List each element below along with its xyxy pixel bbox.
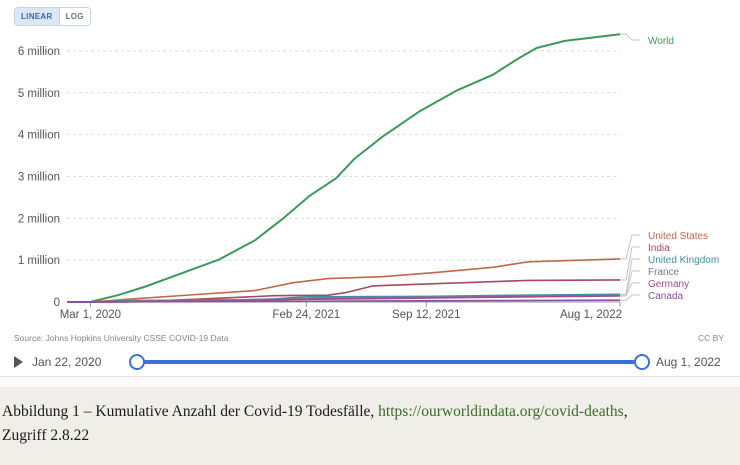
x-tick-label: Feb 24, 2021 <box>272 309 340 321</box>
legend-connector <box>620 33 640 41</box>
series-line-canada <box>66 299 621 303</box>
legend-label: World <box>648 36 674 47</box>
license-link[interactable]: CC BY <box>698 333 724 343</box>
caption-text: Abbildung 1 – Kumulative Anzahl der Covi… <box>2 403 379 420</box>
legend-connector <box>620 294 640 301</box>
legend-connector <box>620 234 640 260</box>
series-line-united-states <box>67 258 621 303</box>
y-tick-label: 6 million <box>18 46 60 58</box>
y-tick-label: 0 <box>54 297 60 309</box>
x-tick-label: Mar 1, 2020 <box>60 309 121 321</box>
timeline-start-date: Jan 22, 2020 <box>32 355 102 369</box>
timeline-end-handle[interactable] <box>634 354 650 370</box>
legend-label: United States <box>648 231 708 242</box>
tab-strip <box>0 376 740 387</box>
scale-toggle: LINEAR LOG <box>14 7 91 26</box>
y-tick-label: 3 million <box>18 171 60 183</box>
linear-scale-button[interactable]: LINEAR <box>15 8 60 25</box>
chart-card: LINEAR LOG 0 1 million 2 million 3 million 4… <box>0 0 740 387</box>
legend-label: Canada <box>648 291 683 302</box>
legend-label: France <box>648 267 680 278</box>
y-tick-label: 2 million <box>18 213 60 225</box>
caption-link[interactable]: https://ourworldindata.org/covid-deaths <box>378 403 624 420</box>
caption-access-date: Zugriff 2.8.22 <box>2 427 90 444</box>
figure-caption: Abbildung 1 – Kumulative Anzahl der Covi… <box>2 400 738 448</box>
legend-connector <box>620 246 640 281</box>
legend-label: Germany <box>648 279 689 290</box>
play-icon[interactable] <box>14 356 23 368</box>
timeline-slider-track[interactable] <box>136 360 643 364</box>
log-scale-button[interactable]: LOG <box>59 8 90 25</box>
y-tick-label: 1 million <box>18 255 60 267</box>
y-tick-label: 4 million <box>18 130 60 142</box>
caption-comma: , <box>623 403 628 420</box>
legend-label: United Kingdom <box>648 255 719 266</box>
x-tick-label: Aug 1, 2022 <box>560 309 622 321</box>
x-tick-label: Sep 12, 2021 <box>392 309 460 321</box>
y-tick-label: 5 million <box>18 88 60 100</box>
legend-connector <box>620 258 640 295</box>
source-note: Source: Johns Hopkins University CSSE CO… <box>14 333 229 343</box>
line-chart: 0 1 million 2 million 3 million 4 million 5 m… <box>18 33 719 321</box>
timeline-end-date: Aug 1, 2022 <box>656 355 721 369</box>
legend-label: India <box>648 243 670 254</box>
series-line-world <box>66 33 621 303</box>
timeline-start-handle[interactable] <box>129 354 145 370</box>
legend-connector <box>620 282 640 297</box>
